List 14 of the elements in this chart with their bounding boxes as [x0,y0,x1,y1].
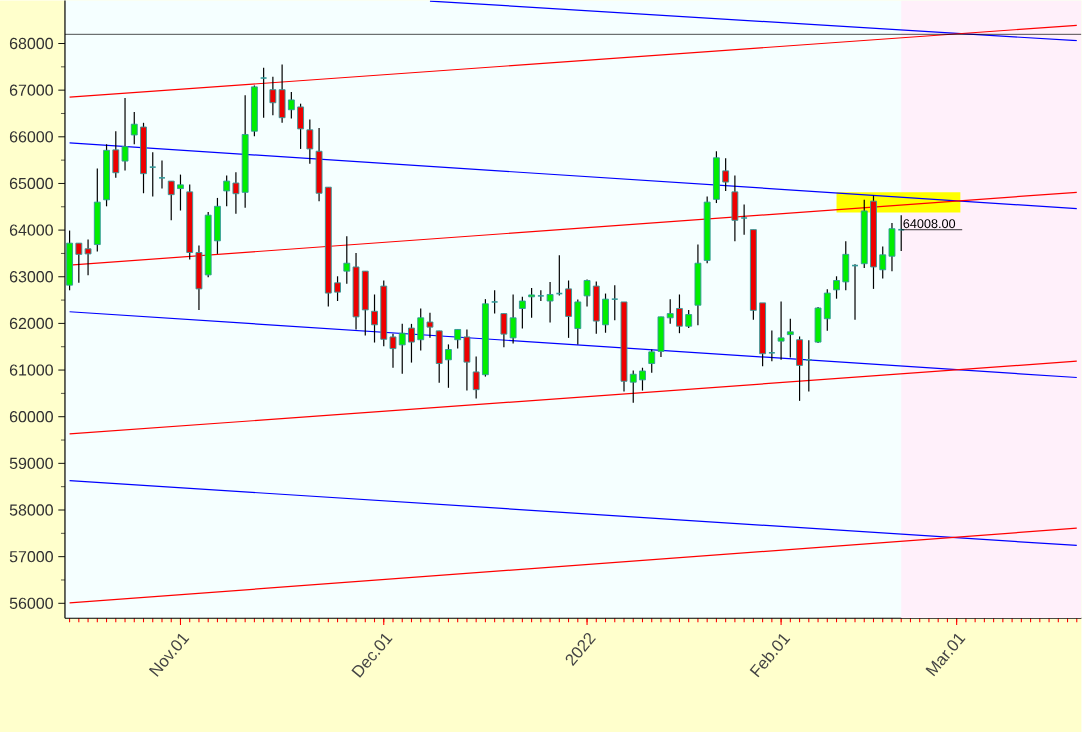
y-tick-label: 62000 [9,317,53,329]
y-tick-label: 60000 [9,410,53,423]
y-tick-label: 67000 [9,84,53,96]
y-tick-label: 59000 [9,457,53,469]
y-tick-label: 56000 [9,597,53,609]
y-tick-label: 64000 [9,224,53,236]
annotation: 64008.00 [903,219,956,229]
y-tick-label: 63000 [9,271,53,283]
y-tick-label: 65000 [9,177,53,190]
y-tick-label: 57000 [9,550,53,563]
y-tick-label: 66000 [9,131,53,143]
y-tick-label: 58000 [9,504,53,516]
y-tick-label: 61000 [9,364,53,376]
y-tick-label: 68000 [9,37,53,50]
